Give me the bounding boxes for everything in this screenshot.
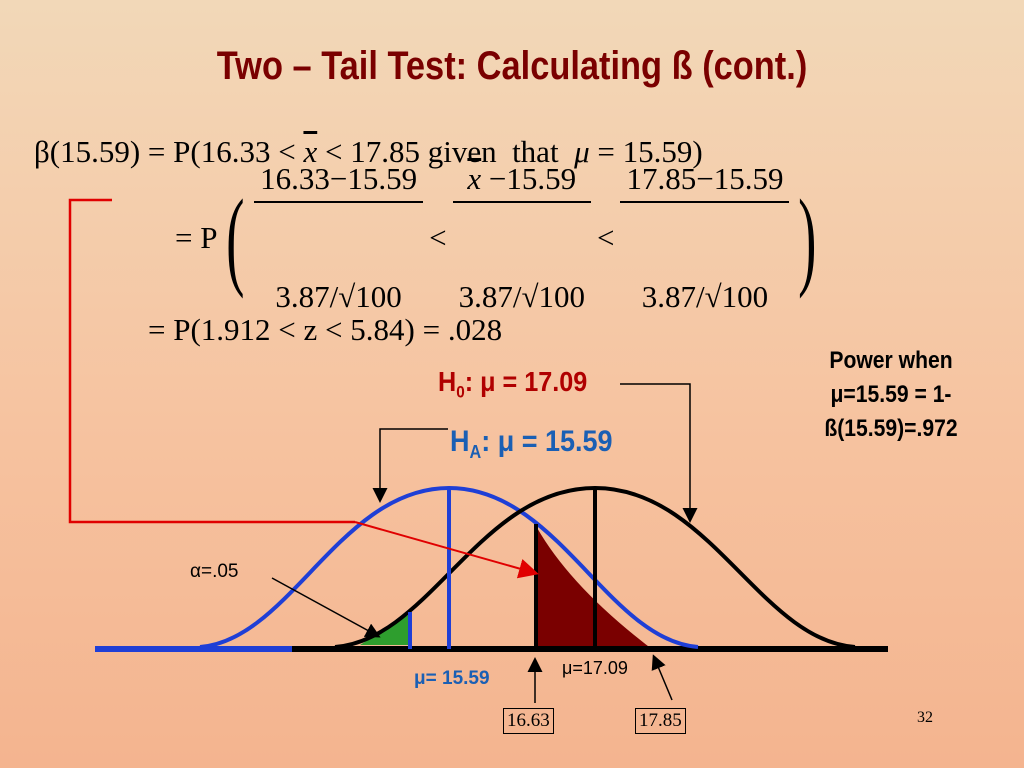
cutoff-value-left: 16.63: [503, 708, 554, 734]
ha-sub: A: [469, 442, 482, 462]
frac2-denominator: 3.87/√100: [458, 279, 585, 314]
ha-main: H: [450, 425, 470, 458]
alpha-label: α=.05: [190, 561, 239, 582]
mu-symbol: μ: [574, 134, 590, 169]
beta-region: [535, 524, 648, 646]
power-line3: ß(15.59)=.972: [824, 415, 958, 442]
ha-rest: : μ = 15.59: [481, 425, 613, 458]
slide-title: Two – Tail Test: Calculating ß (cont.): [216, 44, 808, 88]
red-bracket: [68, 198, 355, 524]
lt-2: <: [596, 220, 615, 255]
right-paren: ): [798, 177, 817, 299]
eq1-right: < 17.85 given that: [317, 134, 575, 169]
page-number: 32: [917, 709, 933, 726]
ha-connector: [372, 428, 448, 503]
fraction-1: 16.33−15.59 3.87/√100: [254, 89, 424, 387]
frac1-denominator: 3.87/√100: [275, 279, 402, 314]
power-statement: Power when μ=15.59 = 1- ß(15.59)=.972: [795, 344, 987, 446]
frac2-numerator: x −15.59: [452, 161, 591, 203]
alt-distribution-curve: [199, 485, 699, 649]
h0-sub: 0: [456, 382, 465, 402]
fraction-3: 17.85−15.59 3.87/√100: [620, 89, 790, 387]
eq1-end: = 15.59): [589, 134, 703, 169]
lt-1: <: [429, 220, 447, 255]
null-mean-label: μ=17.09: [562, 658, 628, 678]
frac2-num-rest: −15.59: [481, 161, 577, 196]
fraction-2: x −15.59 3.87/√100: [452, 89, 591, 387]
z-probability-line: = P(1.912 < z < 5.84) = .028: [148, 312, 503, 347]
standardization-line: = P ( 16.33−15.59 3.87/√100 < x −15.59 3…: [175, 161, 826, 314]
eq2-prefix: = P: [175, 220, 218, 255]
frac3-denominator: 3.87/√100: [641, 279, 769, 314]
xbar-symbol-2: x: [467, 161, 482, 196]
null-hypothesis-label: H0: μ = 17.09: [438, 366, 587, 403]
h0-main: H: [438, 366, 457, 397]
alt-hypothesis-label: HA: μ = 15.59: [450, 425, 613, 463]
power-line1: Power when: [829, 347, 953, 374]
left-paren: (: [226, 177, 245, 299]
alt-mean-label: μ= 15.59: [414, 668, 490, 689]
power-line2: μ=15.59 = 1-: [830, 381, 952, 408]
beta-equation-line1: β(15.59) = P(16.33 < x < 17.85 given tha…: [34, 134, 703, 170]
right-box-arrow: [651, 654, 673, 701]
h0-connector: [620, 383, 698, 523]
xbar-symbol: x: [303, 134, 318, 169]
null-distribution-curve: [334, 485, 856, 649]
red-pointer-arrow: [354, 521, 539, 579]
alpha-pointer: [271, 577, 381, 638]
eq1-left: β(15.59) = P(16.33 <: [34, 134, 304, 169]
frac1-numerator: 16.33−15.59: [254, 161, 424, 203]
h0-rest: : μ = 17.09: [464, 366, 588, 397]
cutoff-value-right: 17.85: [635, 708, 686, 734]
frac3-numerator: 17.85−15.59: [620, 161, 790, 203]
